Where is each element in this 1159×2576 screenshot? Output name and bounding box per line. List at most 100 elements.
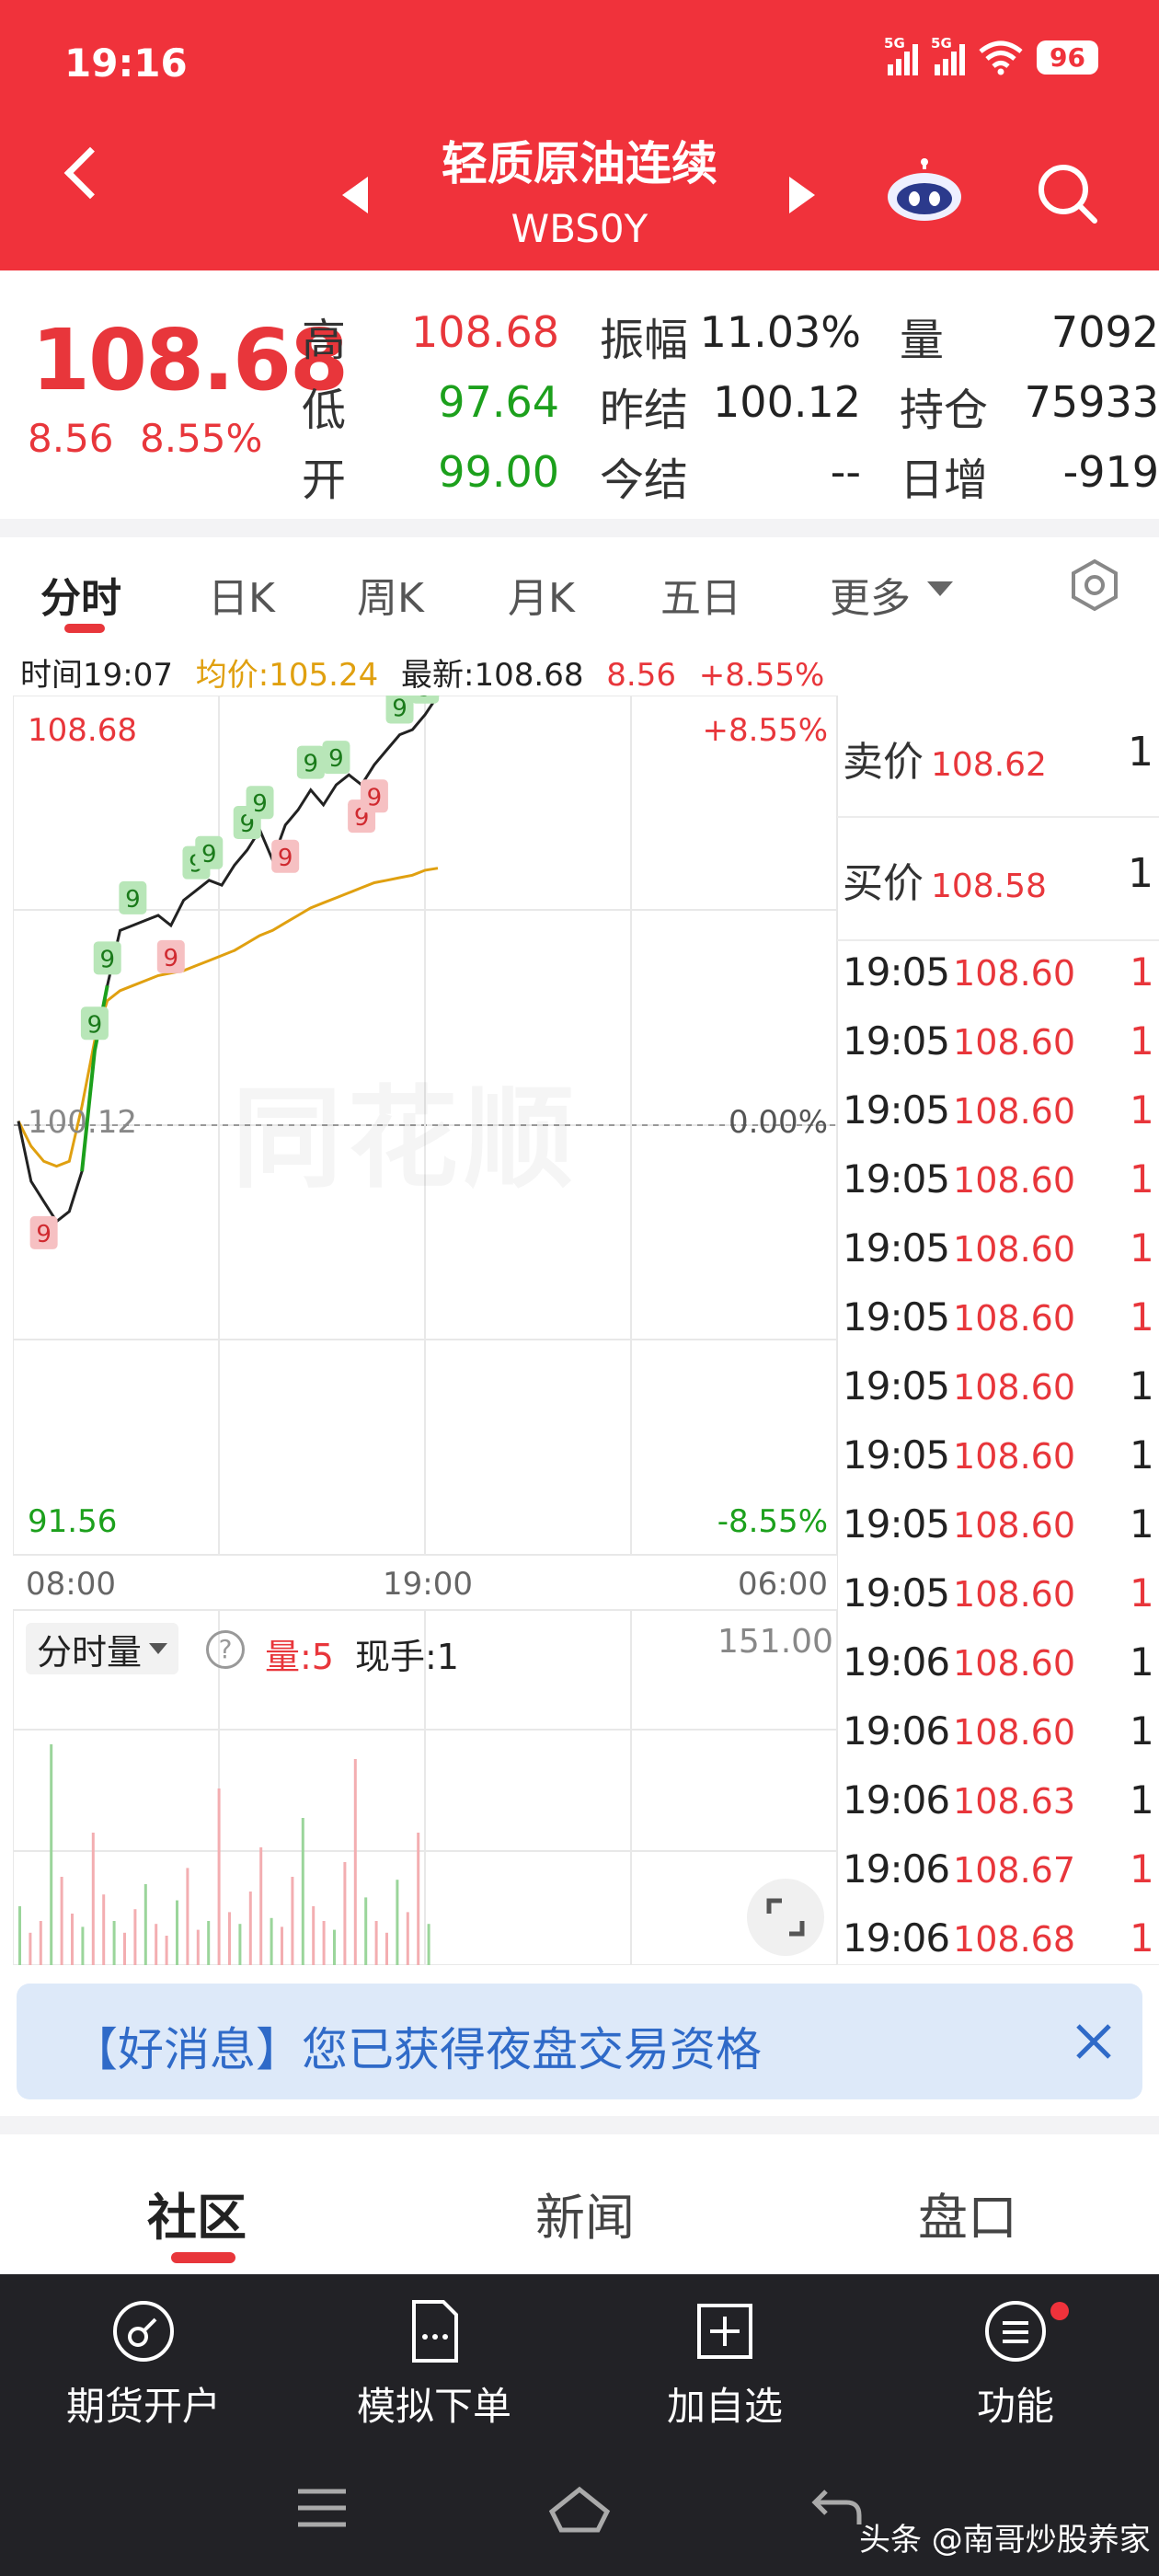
signal-marker: 9	[296, 745, 325, 779]
tick-row: 19:05 108.60 1	[843, 1363, 1159, 1432]
search-icon[interactable]	[1036, 162, 1100, 226]
help-icon[interactable]: ?	[206, 1630, 245, 1669]
volume-bar	[281, 1926, 283, 1965]
signal-marker: 9	[322, 741, 350, 775]
tick-price: 108.60	[953, 1367, 1076, 1408]
fullscreen-button[interactable]	[747, 1879, 824, 1956]
volume-bar	[91, 1833, 95, 1965]
settings-hex-icon[interactable]	[1067, 558, 1122, 613]
quote-stat-label: 持仓	[900, 385, 989, 436]
tab-weekly-k[interactable]: 周K	[357, 575, 424, 622]
tick-time: 19:06	[843, 1846, 950, 1892]
functions-button[interactable]: 功能	[878, 2298, 1153, 2432]
quote-stat-label: 昨结	[600, 385, 689, 436]
volume-bar	[364, 1897, 368, 1965]
y-axis-top-pct: +8.55%	[702, 712, 829, 749]
tick-row: 19:05 108.60 1	[843, 1156, 1159, 1225]
quote-stat-value: 99.00	[438, 447, 559, 497]
volume-bar	[18, 1906, 21, 1965]
tick-qty: 1	[1130, 1018, 1154, 1064]
quote-panel: 108.68 8.56 8.55% 高 108.68 低 97.64 开 99.00 振幅 1…	[0, 270, 1159, 519]
expand-icon	[766, 1898, 805, 1937]
svg-text:9: 9	[278, 845, 293, 872]
tick-time: 19:05	[843, 1156, 950, 1202]
volume-bar	[417, 1833, 420, 1965]
tick-row: 19:06 108.63 1	[843, 1777, 1159, 1846]
signal-marker: 9	[93, 941, 121, 975]
divider	[0, 2116, 1159, 2134]
volume-bar	[333, 1929, 336, 1965]
add-box-icon	[697, 2304, 752, 2359]
tick-time: 19:05	[843, 1363, 950, 1409]
volume-bar	[60, 1877, 63, 1965]
add-watchlist-button[interactable]: 加自选	[587, 2298, 863, 2432]
y-axis-mid-pct: 0.00%	[728, 1104, 828, 1141]
tab-monthly-k[interactable]: 月K	[508, 575, 575, 622]
robot-assistant-icon[interactable]	[885, 158, 964, 223]
volume-qty: 量:5	[265, 1637, 334, 1677]
menu-circle-icon	[985, 2301, 1046, 2362]
volume-bar	[228, 1912, 231, 1965]
signal-marker: 9	[360, 779, 388, 813]
signal-marker: 9	[271, 839, 300, 873]
signal-icon: 5G	[884, 35, 919, 75]
simulate-order-button[interactable]: 模拟下单	[296, 2298, 572, 2432]
quote-stat-value: 7092	[1050, 307, 1159, 357]
volume-bar	[196, 1929, 200, 1965]
volume-bar	[102, 1894, 106, 1965]
quote-stat-value: 11.03%	[699, 307, 861, 357]
y-axis-bottom-label: 91.56	[28, 1503, 118, 1540]
menu-nav-icon[interactable]	[294, 2484, 350, 2532]
tab-active-indicator	[64, 624, 105, 633]
close-icon[interactable]	[1073, 2020, 1115, 2063]
tick-row: 19:05 108.60 1	[843, 949, 1159, 1018]
tab-community[interactable]: 社区	[147, 2189, 247, 2247]
tab-order-panel[interactable]: 盘口	[918, 2189, 1017, 2247]
quote-stat-value: 97.64	[438, 377, 559, 427]
buy-price-row: 买价 108.58 1	[843, 850, 1153, 909]
volume-indicator-select[interactable]: 分时量	[26, 1623, 179, 1674]
volume-bar	[291, 1877, 294, 1965]
tick-qty: 1	[1130, 1777, 1154, 1823]
volume-bar	[112, 1921, 116, 1965]
tick-row: 19:05 108.60 1	[843, 1432, 1159, 1501]
document-icon	[412, 2300, 458, 2363]
prev-contract-button[interactable]	[342, 177, 368, 213]
svg-text:9: 9	[125, 886, 141, 914]
tab-more[interactable]: 更多	[830, 575, 911, 622]
tick-time: 19:05	[843, 1294, 950, 1340]
quote-stat-value: 108.68	[411, 307, 559, 357]
volume-bar	[29, 1932, 32, 1965]
tab-five-day[interactable]: 五日	[660, 575, 741, 622]
tab-news[interactable]: 新闻	[535, 2189, 635, 2247]
info-change-pct: +8.55%	[698, 657, 825, 694]
sell-label: 卖价	[843, 739, 924, 786]
open-account-button[interactable]: 期货开户	[6, 2298, 281, 2432]
tick-time: 19:05	[843, 1225, 950, 1271]
intraday-chart[interactable]: 9999999999999999 108.68 +8.55% 100.12 0.…	[12, 670, 838, 1966]
tick-time: 19:06	[843, 1708, 950, 1754]
svg-text:9: 9	[304, 751, 319, 778]
volume-bar	[396, 1880, 399, 1965]
avg-price-line	[17, 867, 439, 1168]
volume-max-label: 151.00	[717, 1623, 833, 1661]
status-icons: 5G 5G 96	[884, 35, 1098, 75]
notice-banner[interactable]: 【好消息】您已获得夜盘交易资格	[17, 1984, 1142, 2099]
info-change: 8.56	[606, 657, 676, 694]
tab-intraday[interactable]: 分时	[40, 575, 121, 622]
last-price: 108.68	[31, 311, 349, 409]
volume-bar	[248, 1892, 252, 1965]
tick-qty: 1	[1130, 1432, 1154, 1478]
divider	[0, 519, 1159, 537]
back-nav-icon[interactable]	[809, 2484, 865, 2536]
tab-daily-k[interactable]: 日K	[208, 575, 275, 622]
buy-label: 买价	[843, 860, 924, 907]
tick-price: 108.60	[953, 1298, 1076, 1339]
volume-bar	[81, 1926, 85, 1965]
tick-qty: 1	[1130, 1225, 1154, 1271]
info-latest-price: 最新:108.68	[401, 657, 584, 694]
chart-canvas: 9999999999999999	[12, 670, 838, 1966]
home-nav-icon[interactable]	[546, 2484, 613, 2536]
tick-price: 108.68	[953, 1919, 1076, 1960]
next-contract-button[interactable]	[789, 177, 815, 213]
